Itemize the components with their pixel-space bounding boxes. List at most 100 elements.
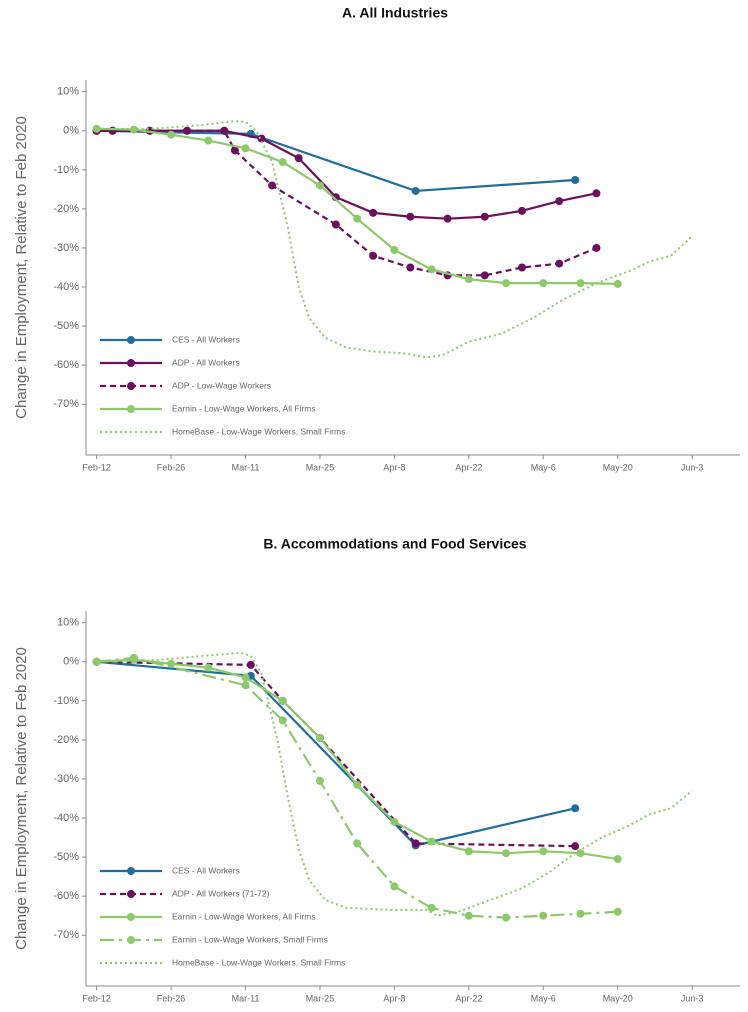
legend-marker (127, 336, 135, 344)
y-tick-label: -20% (53, 734, 79, 746)
legend-label: ADP - All Workers (172, 357, 240, 367)
x-tick-label: May-20 (603, 993, 633, 1003)
legend-label: Earnin - Low-Wage Workers, All Firms (172, 403, 316, 413)
legend-marker (127, 936, 135, 944)
y-tick-label: -10% (53, 695, 79, 707)
data-point (257, 134, 266, 143)
data-point (353, 839, 362, 848)
data-point (539, 279, 548, 288)
data-point (315, 776, 324, 785)
data-point (278, 696, 287, 705)
x-tick-label: Apr-22 (455, 462, 482, 472)
legend-marker (127, 913, 135, 921)
series-line (96, 129, 597, 277)
legend-marker (127, 867, 135, 875)
series-line (96, 120, 693, 359)
data-point (613, 855, 622, 864)
x-tick-label: Feb-26 (157, 462, 186, 472)
data-point (183, 126, 192, 135)
y-tick-label: -70% (53, 929, 79, 941)
legend-marker (127, 382, 135, 390)
data-point (129, 125, 138, 134)
data-point (204, 136, 213, 145)
y-tick-label: 0% (63, 125, 79, 137)
data-point (555, 259, 564, 268)
data-point (246, 660, 255, 669)
data-point (353, 214, 362, 223)
x-tick-label: Mar-11 (232, 462, 260, 472)
data-point (592, 243, 601, 252)
data-point (390, 245, 399, 254)
data-point (294, 154, 303, 163)
data-point (555, 197, 564, 206)
data-point (278, 716, 287, 725)
x-tick-label: Apr-22 (455, 993, 482, 1003)
legend-marker (127, 405, 135, 413)
data-point (220, 126, 229, 135)
x-tick-label: Jun-3 (681, 462, 704, 472)
data-point (464, 275, 473, 284)
data-point (406, 263, 415, 272)
legend-label: Earnin - Low-Wage Workers, All Firms (172, 911, 316, 921)
data-point (353, 780, 362, 789)
x-tick-label: Apr-8 (383, 993, 405, 1003)
y-tick-label: -70% (53, 398, 79, 410)
y-tick-label: -60% (53, 890, 79, 902)
legend-label: ADP - Low-Wage Workers (172, 380, 271, 390)
data-point (613, 907, 622, 916)
data-point (390, 817, 399, 826)
y-tick-label: -30% (53, 773, 79, 785)
series-line (96, 660, 576, 848)
series-line (96, 658, 618, 861)
legend-marker (127, 359, 135, 367)
data-point (502, 849, 511, 858)
data-point (315, 181, 324, 190)
data-point (427, 265, 436, 274)
y-tick-label: 0% (63, 656, 79, 668)
y-tick-label: 10% (57, 617, 79, 629)
legend-label: HomeBase - Low-Wage Workers, Small Firms (172, 426, 345, 436)
data-point (278, 158, 287, 167)
y-tick-label: -20% (53, 203, 79, 215)
data-point (241, 673, 250, 682)
data-point (369, 208, 378, 217)
x-tick-label: Mar-11 (232, 993, 260, 1003)
data-point (241, 144, 250, 153)
data-point (480, 212, 489, 221)
x-tick-label: Apr-8 (383, 462, 405, 472)
data-point (576, 279, 585, 288)
y-tick-label: -40% (53, 812, 79, 824)
data-point (443, 214, 452, 223)
data-point (480, 271, 489, 280)
data-point (268, 181, 277, 190)
y-tick-label: -50% (53, 320, 79, 332)
data-point (230, 146, 239, 155)
series-line (96, 129, 576, 193)
data-point (464, 911, 473, 920)
x-tick-label: May-6 (531, 993, 556, 1003)
data-point (167, 130, 176, 139)
data-point (369, 251, 378, 260)
data-point (411, 839, 420, 848)
data-point (241, 681, 250, 690)
data-point (518, 263, 526, 272)
data-point (539, 847, 548, 856)
legend-marker (127, 890, 135, 898)
data-point (204, 663, 213, 672)
data-point (406, 212, 415, 221)
chart-title: B. Accommodations and Food Services (263, 536, 526, 552)
y-axis-label: Change in Employment, Relative to Feb 20… (13, 116, 30, 419)
data-point (576, 909, 585, 918)
legend-label: HomeBase - Low-Wage Workers, Small Firms (172, 957, 345, 967)
series-line (96, 660, 576, 847)
x-tick-label: Jun-3 (681, 993, 704, 1003)
data-point (315, 733, 324, 742)
series-line (96, 651, 693, 917)
data-point (518, 206, 526, 215)
data-point (129, 653, 138, 662)
y-tick-label: 10% (57, 86, 79, 98)
data-point (464, 847, 473, 856)
x-tick-label: Feb-12 (82, 993, 111, 1003)
data-point (571, 176, 580, 184)
x-tick-label: May-6 (531, 462, 556, 472)
